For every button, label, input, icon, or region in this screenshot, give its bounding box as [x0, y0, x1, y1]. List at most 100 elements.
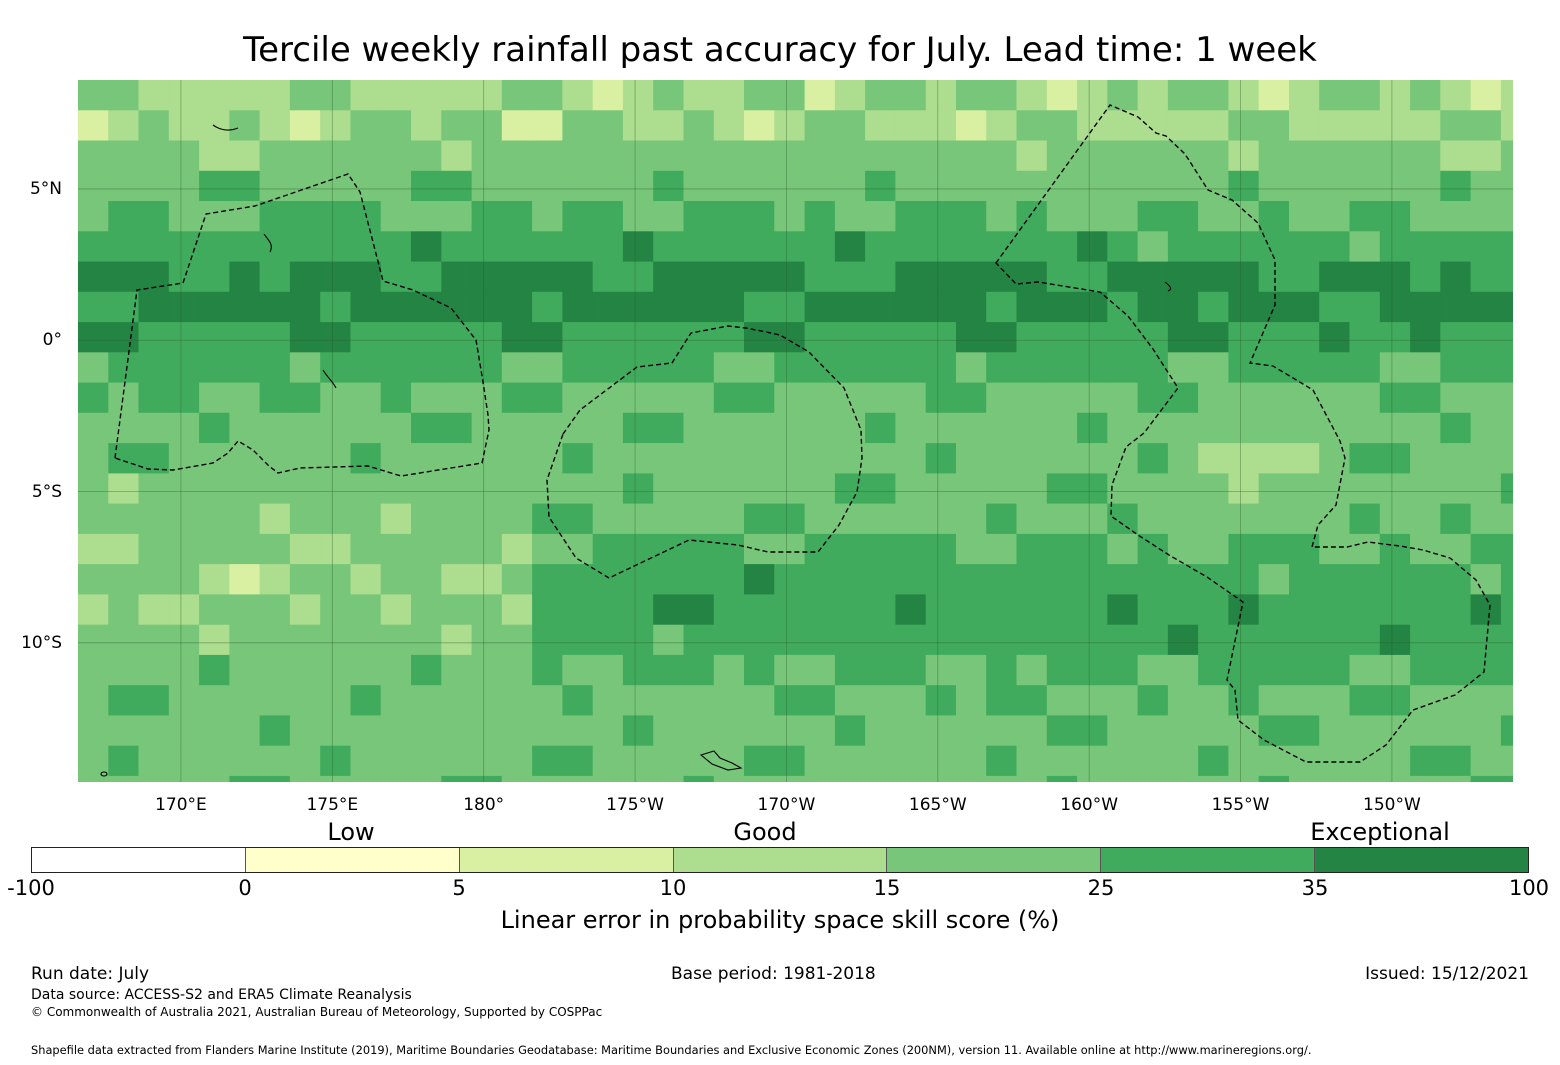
grid-cell [683, 745, 715, 777]
grid-cell [1410, 624, 1441, 656]
grid-cell [1077, 624, 1108, 656]
grid-cell [744, 201, 775, 232]
grid-cell [199, 503, 230, 535]
grid-cell [956, 654, 987, 686]
grid-cell [713, 564, 745, 595]
grid-cell [471, 382, 503, 414]
grid-cell [1107, 80, 1139, 111]
grid-cell [532, 775, 563, 782]
grid-cell [683, 594, 715, 626]
grid-cell [380, 503, 412, 535]
grid-cell [1198, 322, 1229, 353]
grid-cell [865, 503, 896, 535]
issued-date: Issued: 15/12/2021 [1365, 964, 1529, 984]
grid-cell [199, 745, 230, 777]
grid-cell [592, 140, 624, 172]
graticule-lines [78, 80, 1513, 782]
grid-cell [592, 382, 624, 414]
grid-cell [1258, 140, 1290, 172]
grid-cell [259, 745, 291, 777]
grid-cell [138, 231, 170, 263]
grid-cell [774, 473, 806, 505]
grid-cell [532, 201, 563, 232]
grid-cell [411, 685, 442, 717]
grid-cell [78, 503, 109, 535]
grid-cell [350, 624, 382, 656]
grid-cell [713, 473, 745, 505]
grid-cell [78, 291, 109, 323]
grid-cell [168, 201, 200, 232]
grid-cell [1440, 715, 1472, 747]
grid-cell [350, 685, 382, 717]
grid-cell [1440, 624, 1472, 656]
grid-cell [138, 140, 170, 172]
grid-cell [834, 564, 866, 595]
grid-cell [1258, 352, 1290, 384]
grid-cell [925, 201, 957, 232]
grid-cell [380, 352, 412, 384]
grid-cell [683, 473, 715, 505]
grid-cell [744, 322, 775, 353]
grid-cell [441, 715, 473, 747]
grid-cell [441, 473, 473, 505]
grid-cell [713, 503, 745, 535]
grid-cell [1137, 473, 1169, 505]
grid-cell [1137, 382, 1169, 414]
grid-cell [925, 624, 957, 656]
grid-cell [895, 412, 927, 444]
grid-cell [471, 594, 503, 626]
grid-cell [592, 231, 624, 263]
grid-cell [259, 473, 291, 505]
grid-cell [289, 80, 321, 111]
grid-cell [320, 564, 352, 595]
grid-cell [1137, 745, 1169, 777]
grid-cell [622, 745, 654, 777]
grid-cell [168, 231, 200, 263]
grid-cell [289, 715, 321, 747]
grid-cell [78, 685, 109, 717]
grid-cell [1319, 594, 1351, 626]
grid-cell [259, 140, 291, 172]
grid-cell [956, 533, 987, 565]
grid-cell [804, 412, 836, 444]
grid-cell [259, 261, 291, 293]
grid-cell [1137, 352, 1169, 384]
grid-cell [622, 503, 654, 535]
grid-cell [229, 685, 261, 717]
grid-cell [834, 110, 866, 142]
grid-cell [1077, 352, 1108, 384]
grid-cell [683, 110, 715, 142]
grid-cell [1016, 261, 1048, 293]
grid-cell [1258, 443, 1290, 474]
grid-cell [1470, 231, 1502, 263]
grid-cell [592, 685, 624, 717]
grid-cell [138, 352, 170, 384]
grid-cell [229, 80, 261, 111]
grid-cell [501, 231, 533, 263]
grid-cell [956, 201, 987, 232]
grid-cell [1137, 775, 1169, 782]
grid-cell [774, 140, 806, 172]
grid-cell [501, 775, 533, 782]
grid-cell [1016, 291, 1048, 323]
grid-cell [1440, 443, 1472, 474]
grid-cell [986, 594, 1018, 626]
grid-cell [925, 775, 957, 782]
grid-cell [804, 624, 836, 656]
grid-cell [562, 352, 594, 384]
grid-cell [653, 775, 685, 782]
grid-cell [683, 503, 715, 535]
grid-cell [774, 80, 806, 111]
grid-cell [1107, 412, 1139, 444]
grid-cell [1319, 654, 1351, 686]
grid-cell [259, 685, 291, 717]
grid-cell [1470, 322, 1502, 353]
grid-cell [562, 382, 594, 414]
grid-cell [501, 715, 533, 747]
grid-cell [1440, 685, 1472, 717]
colorbar-tick: 25 [1087, 876, 1115, 900]
grid-cell [320, 594, 352, 626]
grid-cell [229, 382, 261, 414]
grid-cell [653, 503, 685, 535]
grid-cell [1379, 110, 1411, 142]
